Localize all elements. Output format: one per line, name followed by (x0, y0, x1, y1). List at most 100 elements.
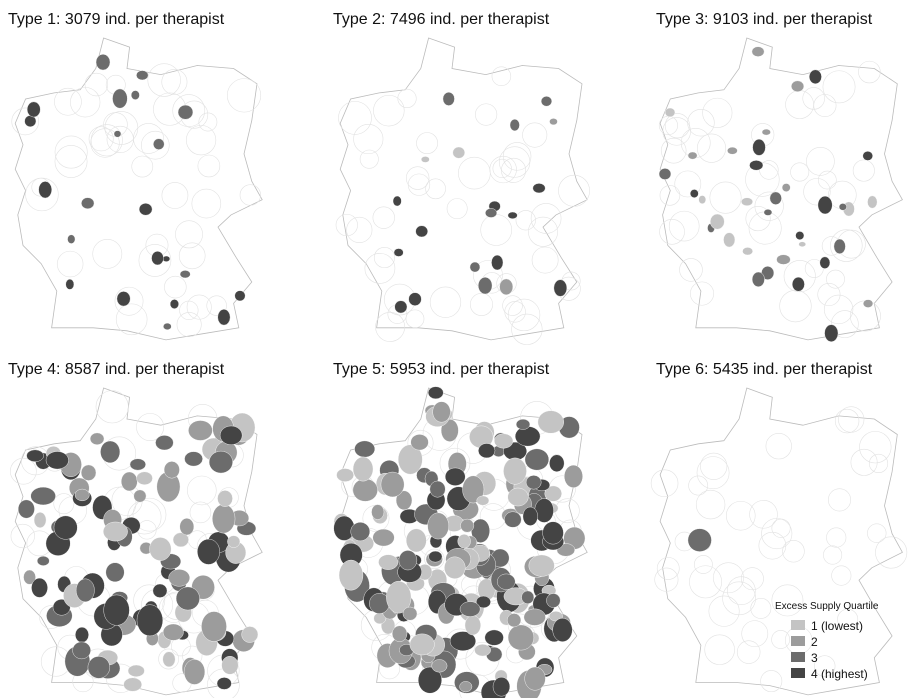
map (658, 37, 903, 342)
legend-swatch (791, 652, 805, 662)
district (113, 130, 122, 138)
district-outline (696, 133, 727, 163)
district (172, 532, 189, 548)
district-outline (850, 448, 878, 476)
district (524, 666, 546, 691)
district (151, 251, 164, 266)
district (769, 191, 782, 205)
district (795, 231, 805, 240)
district-outline (416, 132, 438, 155)
district-outline (158, 648, 179, 670)
district-outline (364, 253, 396, 284)
district-outline (813, 655, 836, 677)
district-outline (868, 453, 889, 473)
district (219, 425, 243, 445)
district (81, 197, 95, 210)
district (129, 458, 146, 471)
district-outline (771, 518, 791, 538)
district-outline (147, 63, 181, 97)
district-outline (353, 124, 384, 155)
panel-title: Type 3: 9103 ind. per therapist (656, 11, 873, 28)
district (184, 451, 203, 467)
district-outline (758, 531, 787, 560)
district (469, 261, 481, 273)
district (540, 96, 553, 107)
district-outline (178, 242, 206, 270)
country-outline (339, 37, 588, 341)
district-outline (765, 433, 792, 460)
district-outline (136, 413, 165, 442)
district (350, 522, 371, 542)
panel-title: Type 4: 8587 ind. per therapist (8, 361, 225, 378)
district (497, 573, 516, 590)
district (162, 651, 176, 668)
district (819, 256, 831, 269)
district (138, 203, 153, 216)
district (30, 486, 56, 506)
district-outline (95, 390, 129, 424)
map (650, 387, 908, 696)
district (689, 189, 699, 198)
district (136, 471, 153, 485)
district (89, 432, 105, 445)
district-outline (690, 281, 715, 306)
district (862, 299, 874, 308)
district-outline (771, 584, 804, 617)
district-outline (502, 295, 523, 316)
district-outline (852, 159, 875, 182)
district-outline (515, 210, 536, 231)
district-outline (198, 112, 218, 132)
panel-title: Type 6: 5435 ind. per therapist (656, 361, 873, 378)
district-outline (175, 220, 203, 249)
legend-label: 3 (811, 651, 818, 665)
district (523, 608, 546, 626)
district-outline (823, 545, 843, 565)
district (155, 435, 174, 451)
district-outline (54, 87, 82, 116)
district-outline (191, 188, 222, 219)
district (727, 146, 738, 155)
district (449, 631, 476, 651)
district (38, 181, 52, 199)
district (234, 290, 246, 302)
district (183, 659, 206, 685)
district (391, 625, 408, 642)
district-outline (475, 103, 498, 126)
district (687, 151, 698, 160)
district-outline (802, 87, 825, 110)
district-outline (92, 239, 123, 269)
district (392, 195, 402, 207)
district (478, 443, 496, 459)
district (537, 410, 564, 434)
district (179, 270, 191, 279)
district (380, 471, 405, 498)
district-outline (84, 72, 109, 97)
district-outline (664, 113, 690, 139)
district-outline (693, 555, 713, 574)
district (105, 562, 125, 583)
district (664, 107, 676, 118)
district (485, 208, 498, 218)
district (475, 595, 491, 609)
district-outline (834, 408, 860, 434)
district-outline (659, 185, 681, 206)
district-outline (867, 523, 887, 543)
district (507, 487, 529, 507)
district (524, 448, 550, 471)
district (432, 401, 451, 423)
district (162, 623, 184, 641)
district (72, 641, 91, 660)
district (95, 54, 111, 71)
district (103, 521, 128, 542)
district (372, 528, 395, 547)
district (103, 594, 130, 626)
district (658, 168, 672, 180)
district-outline (688, 475, 709, 496)
district (169, 299, 179, 309)
district-outline (759, 160, 779, 180)
district (749, 160, 764, 171)
district-outline (115, 303, 148, 336)
district (444, 556, 466, 579)
district (65, 278, 75, 290)
district-outline (186, 294, 212, 320)
